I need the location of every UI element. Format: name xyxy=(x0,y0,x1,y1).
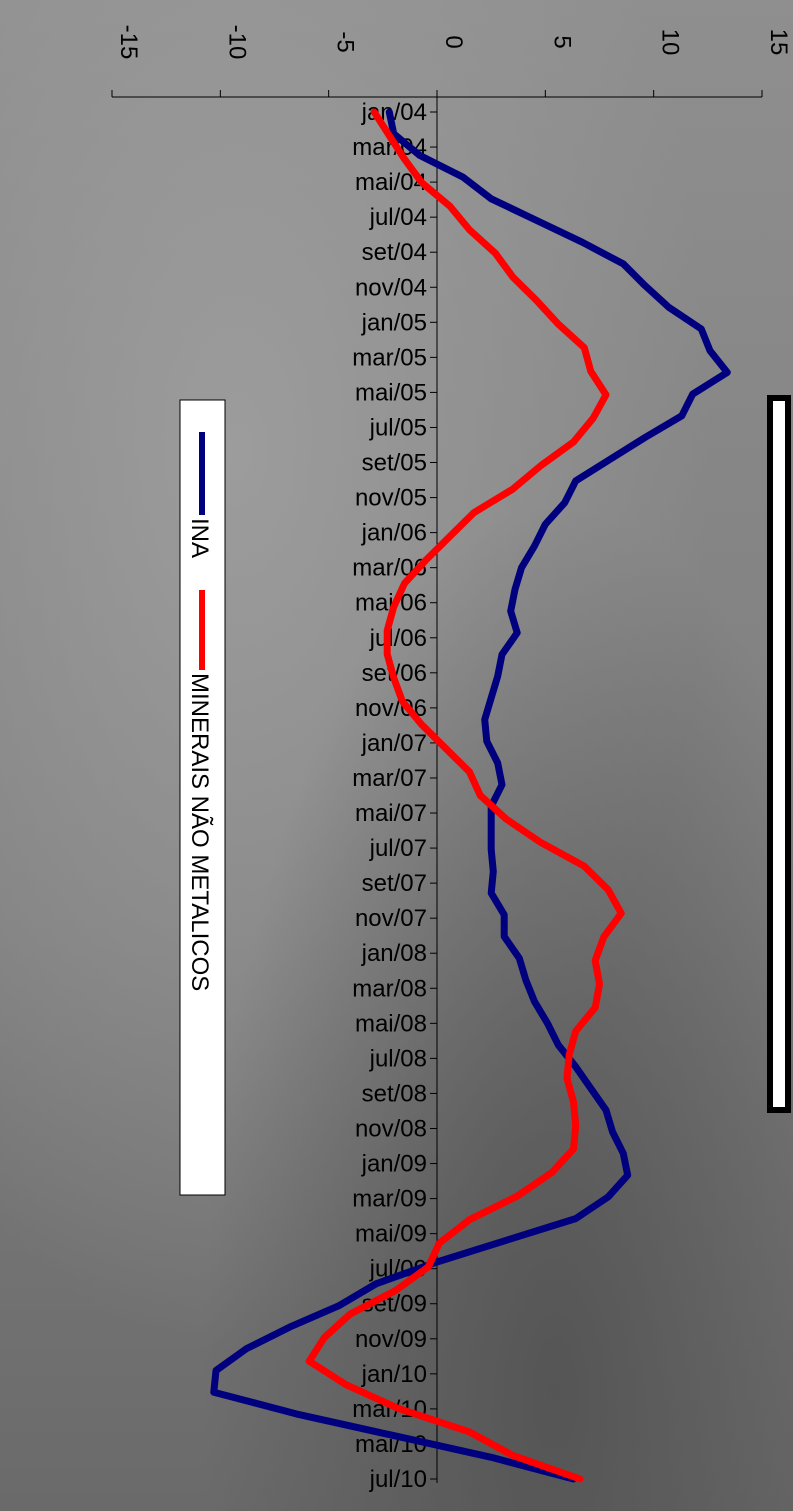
legend-box xyxy=(179,399,226,1196)
time-tick-label: jul/04 xyxy=(369,204,427,231)
time-tick-label: jan/08 xyxy=(361,940,427,967)
time-tick-label: jul/07 xyxy=(369,835,427,862)
value-tick-label: -10 xyxy=(223,25,250,60)
time-tick-label: jul/05 xyxy=(369,414,427,441)
time-tick-label: nov/07 xyxy=(355,905,427,932)
value-tick-label: 5 xyxy=(548,35,575,48)
time-tick-label: mai/07 xyxy=(355,800,427,827)
time-tick-label: mar/07 xyxy=(352,765,427,792)
chart-decoration xyxy=(767,395,791,1113)
value-tick-label: 10 xyxy=(657,29,684,56)
value-tick-label: 0 xyxy=(440,35,467,48)
time-tick-label: nov/04 xyxy=(355,274,427,301)
chart-axes: -15 -10 -5 0 5 10 15jan/04mar/04mai/04jul/04se… xyxy=(111,25,792,1493)
value-tick-label: 15 xyxy=(765,29,792,56)
time-tick-label: jul/08 xyxy=(369,1045,427,1072)
time-tick-label: nov/05 xyxy=(355,485,427,512)
time-tick-label: jan/10 xyxy=(361,1361,427,1388)
time-tick-label: mar/10 xyxy=(352,1396,427,1423)
legend-entry-minerais: MINERAIS NÃO METALICOS xyxy=(186,673,213,991)
series-line-minerais xyxy=(305,108,625,1483)
time-tick-label: jan/06 xyxy=(361,520,427,547)
time-tick-label: mai/08 xyxy=(355,1010,427,1037)
time-tick-label: jul/10 xyxy=(369,1466,427,1493)
time-tick-label: nov/08 xyxy=(355,1115,427,1142)
time-tick-label: mar/08 xyxy=(352,975,427,1002)
value-tick-label: -15 xyxy=(115,25,142,60)
time-tick-label: set/07 xyxy=(362,870,427,897)
time-tick-label: jul/06 xyxy=(369,625,427,652)
time-tick-label: mai/05 xyxy=(355,379,427,406)
time-tick-label: mai/09 xyxy=(355,1221,427,1248)
time-tick-label: set/05 xyxy=(362,450,427,477)
time-tick-label: set/04 xyxy=(362,239,427,266)
legend-entry-ina: INA xyxy=(186,518,213,558)
time-tick-label: jan/07 xyxy=(361,730,427,757)
value-tick-label: -5 xyxy=(332,31,359,52)
decorative-frame xyxy=(767,395,791,1113)
time-tick-label: nov/09 xyxy=(355,1326,427,1353)
chart-series xyxy=(210,108,731,1483)
chart-legend: INA MINERAIS NÃO METALICOS xyxy=(179,399,226,1196)
time-tick-label: mar/09 xyxy=(352,1186,427,1213)
time-tick-label: jan/09 xyxy=(361,1151,427,1178)
time-tick-label: set/08 xyxy=(362,1080,427,1107)
time-tick-label: jan/05 xyxy=(361,309,427,336)
series-line-ina xyxy=(210,108,731,1483)
time-tick-label: mar/05 xyxy=(352,344,427,371)
